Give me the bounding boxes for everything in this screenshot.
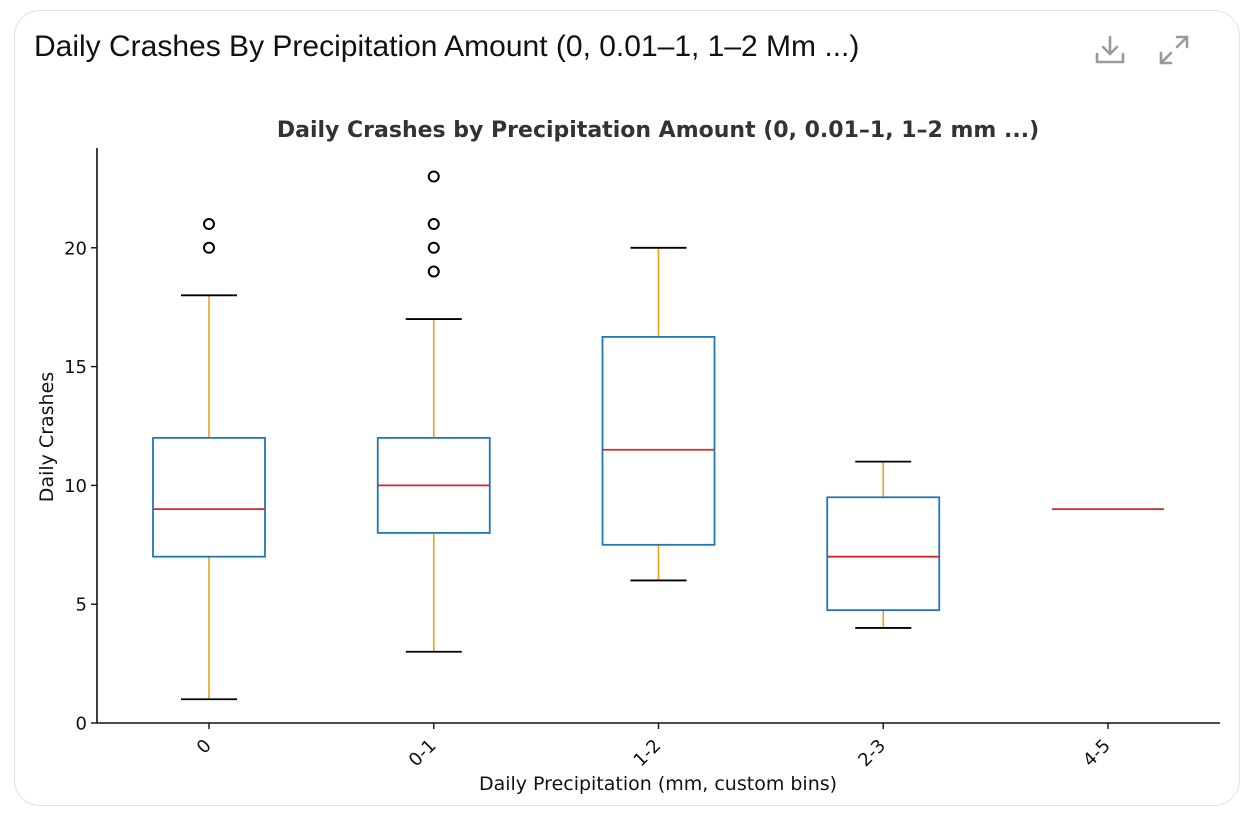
x-axis-label: Daily Precipitation (mm, custom bins) xyxy=(479,773,837,795)
chart-card xyxy=(14,10,1240,806)
y-tick-label: 10 xyxy=(64,476,87,497)
x-tick-label: 0-1 xyxy=(405,735,441,771)
expand-button[interactable] xyxy=(1154,30,1194,70)
box-iqr xyxy=(601,335,716,546)
y-tick-label: 15 xyxy=(64,357,87,378)
outlier-point xyxy=(427,170,440,183)
y-tick-label: 0 xyxy=(76,714,87,735)
box-iqr xyxy=(826,496,941,612)
outlier-point xyxy=(427,218,440,231)
download-icon xyxy=(1095,35,1125,64)
x-tick-label: 2-3 xyxy=(854,735,890,771)
y-tick-label: 5 xyxy=(76,595,87,616)
outlier-point xyxy=(427,241,440,254)
download-button[interactable] xyxy=(1090,30,1130,70)
card-title: Daily Crashes By Precipitation Amount (0… xyxy=(34,30,860,63)
x-tick-label: 1-2 xyxy=(630,735,666,771)
x-tick-label: 4-5 xyxy=(1079,735,1115,771)
expand-icon xyxy=(1159,35,1189,65)
box-iqr xyxy=(152,436,266,558)
chart-title: Daily Crashes by Precipitation Amount (0… xyxy=(277,118,1039,143)
y-axis-label: Daily Crashes xyxy=(36,372,58,502)
outlier-point xyxy=(203,218,215,231)
outlier-point xyxy=(427,265,440,278)
x-tick-label: 0 xyxy=(193,735,216,758)
outlier-point xyxy=(203,241,215,254)
y-tick-label: 20 xyxy=(64,238,87,259)
